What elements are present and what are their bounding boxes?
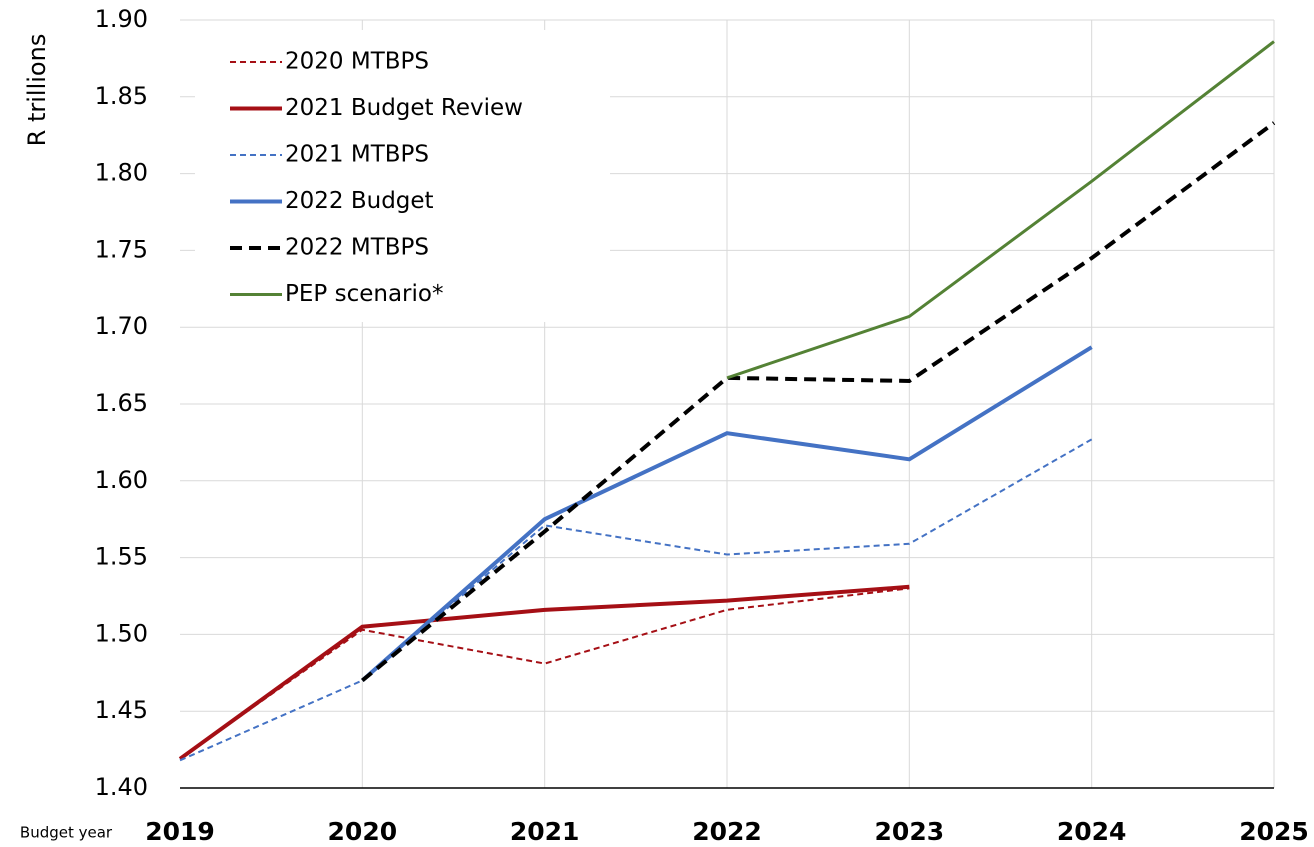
series-line [726, 40, 1275, 380]
y-tick-label: 1.90 [95, 5, 148, 33]
y-tick-label: 1.60 [95, 466, 148, 494]
series-line [179, 587, 910, 760]
x-tick-label: 2019 [145, 817, 215, 846]
legend-box [195, 30, 610, 322]
legend-label: 2021 MTBPS [285, 142, 429, 168]
y-tick-label: 1.40 [95, 773, 148, 801]
y-tick-label: 1.75 [95, 235, 148, 263]
x-tick-label: 2022 [692, 817, 762, 846]
series-line [178, 584, 910, 761]
y-tick-label: 1.85 [95, 82, 148, 110]
x-tick-label: 2023 [875, 817, 945, 846]
legend-label: 2020 MTBPS [285, 49, 429, 75]
x-tick-label: 2020 [328, 817, 398, 846]
x-axis-label: Budget year [20, 824, 113, 842]
y-tick-label: 1.50 [95, 619, 148, 647]
y-tick-label: 1.55 [95, 543, 148, 571]
series-line [179, 438, 1093, 762]
series-line [361, 121, 1276, 683]
y-tick-label: 1.80 [95, 159, 148, 187]
legend-label: 2021 Budget Review [285, 95, 523, 121]
y-tick-label: 1.70 [95, 312, 148, 340]
legend-label: PEP scenario* [285, 281, 443, 307]
legend: 2020 MTBPS 2021 Budget Review 2021 MTBPS 20… [195, 30, 610, 322]
x-tick-label: 2024 [1057, 817, 1127, 846]
x-tick-label: 2021 [510, 817, 580, 846]
x-tick-label: 2025 [1239, 817, 1309, 846]
legend-label: 2022 MTBPS [285, 235, 429, 261]
series-line [361, 345, 1093, 682]
y-axis-label: R trillions [23, 34, 51, 147]
legend-label: 2022 Budget [285, 188, 434, 214]
y-tick-label: 1.65 [95, 389, 148, 417]
y-tick-label: 1.45 [95, 696, 148, 724]
